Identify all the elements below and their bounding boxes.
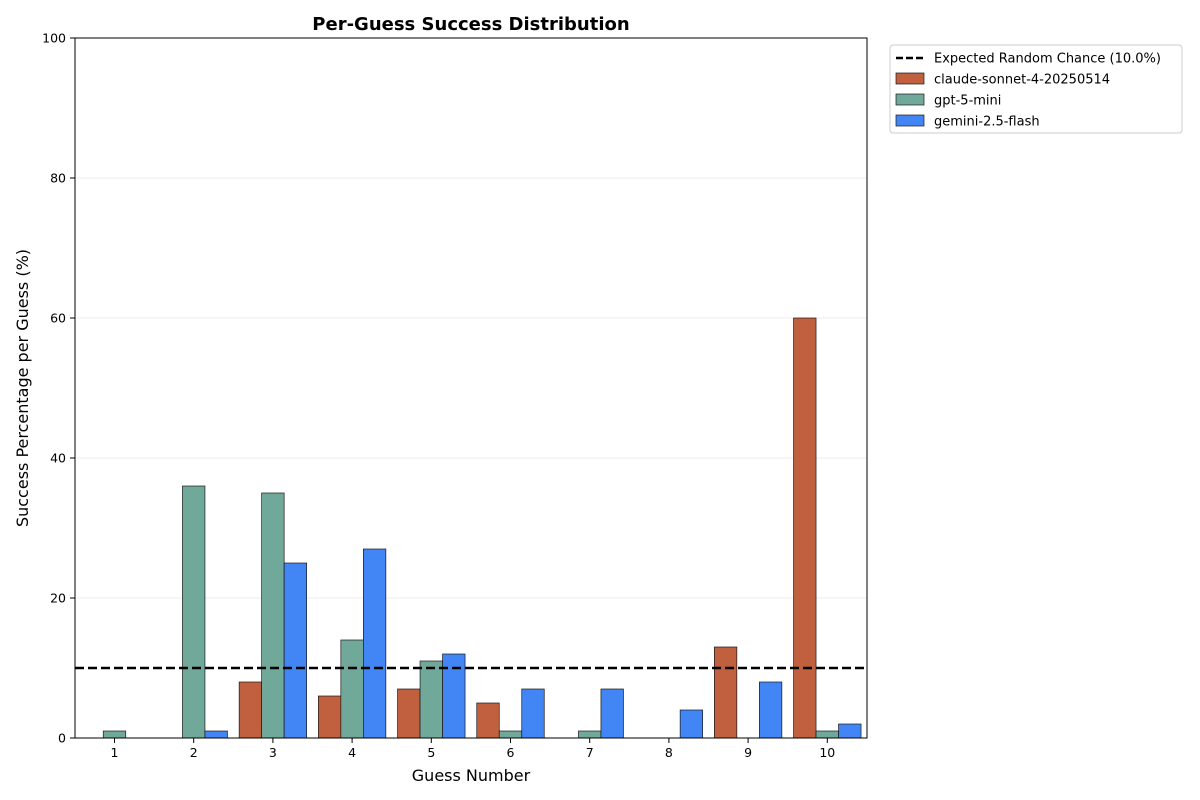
legend-label-reference-line: Expected Random Chance (10.0%) <box>934 52 1161 67</box>
x-tick-label: 6 <box>507 745 515 760</box>
legend-swatch-gpt-5-mini <box>895 93 925 106</box>
bar-gemini-2.5-flash-guess-4 <box>363 548 387 739</box>
y-tick-label: 80 <box>50 171 66 186</box>
legend-swatch-claude-sonnet-4-20250514 <box>895 72 925 85</box>
bar-claude-sonnet-4-20250514-guess-9 <box>713 646 738 739</box>
grid-lines <box>75 177 867 599</box>
bar-gpt-5-mini-guess-5 <box>419 660 443 739</box>
y-tick-label: 0 <box>58 731 66 746</box>
bar-claude-sonnet-4-20250514-guess-5 <box>397 688 421 739</box>
x-tick-label: 8 <box>665 745 673 760</box>
x-tick-label: 5 <box>427 745 435 760</box>
bar-gpt-5-mini-guess-7 <box>578 730 602 739</box>
y-tick-label: 20 <box>50 591 66 606</box>
y-axis: 0 20 40 60 80 100 <box>42 31 75 746</box>
bars <box>102 317 862 739</box>
bar-gemini-2.5-flash-guess-5 <box>442 653 466 739</box>
x-axis: 1 2 3 4 5 6 7 8 9 10 <box>111 738 835 760</box>
x-tick-label: 7 <box>586 745 594 760</box>
bar-gemini-2.5-flash-guess-2 <box>204 730 228 739</box>
y-axis-title: Success Percentage per Guess (%) <box>13 249 32 527</box>
bar-gemini-2.5-flash-guess-7 <box>600 688 624 739</box>
bar-gemini-2.5-flash-guess-9 <box>758 681 783 739</box>
bar-gemini-2.5-flash-guess-8 <box>679 709 704 739</box>
legend-label-claude-sonnet-4-20250514: claude-sonnet-4-20250514 <box>934 73 1110 88</box>
legend: Expected Random Chance (10.0%) claude-son… <box>889 44 1183 134</box>
y-tick-label: 100 <box>42 31 66 46</box>
legend-label-gemini-2.5-flash: gemini-2.5-flash <box>934 115 1040 130</box>
x-tick-label: 4 <box>348 745 356 760</box>
bar-gemini-2.5-flash-guess-10 <box>838 723 862 739</box>
x-tick-label: 2 <box>190 745 198 760</box>
chart-title: Per-Guess Success Distribution <box>312 14 629 35</box>
bar-gpt-5-mini-guess-2 <box>182 485 206 739</box>
x-tick-label: 9 <box>744 745 752 760</box>
x-tick-label: 1 <box>111 745 119 760</box>
bar-claude-sonnet-4-20250514-guess-4 <box>318 695 342 739</box>
legend-label-gpt-5-mini: gpt-5-mini <box>934 94 1001 109</box>
x-tick-label: 10 <box>819 745 835 760</box>
bar-gpt-5-mini-guess-1 <box>102 730 127 739</box>
legend-box <box>889 44 1183 134</box>
bar-gpt-5-mini-guess-3 <box>261 492 285 739</box>
bar-claude-sonnet-4-20250514-guess-10 <box>793 317 817 739</box>
x-tick-label: 3 <box>269 745 277 760</box>
y-tick-label: 60 <box>50 311 66 326</box>
bar-gpt-5-mini-guess-6 <box>498 730 523 739</box>
bar-claude-sonnet-4-20250514-guess-6 <box>476 702 500 739</box>
y-tick-label: 40 <box>50 451 66 466</box>
x-axis-title: Guess Number <box>412 766 531 785</box>
bar-gemini-2.5-flash-guess-3 <box>283 562 307 739</box>
legend-swatch-gemini-2.5-flash <box>895 114 925 127</box>
plot-frame <box>74 37 868 739</box>
bar-gpt-5-mini-guess-4 <box>340 639 364 739</box>
bar-claude-sonnet-4-20250514-guess-3 <box>238 681 262 739</box>
bar-gpt-5-mini-guess-10 <box>815 730 839 739</box>
bar-gemini-2.5-flash-guess-6 <box>521 688 545 739</box>
